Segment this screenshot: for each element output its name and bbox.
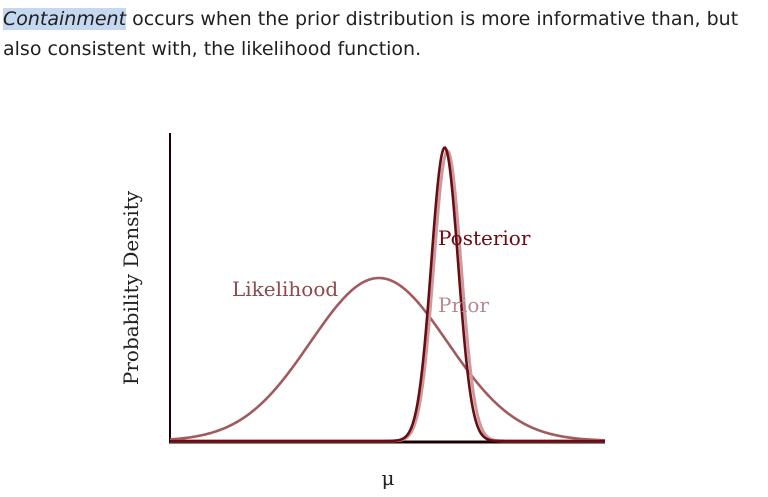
y-axis-label: Probability Density [119, 190, 143, 385]
highlighted-term[interactable]: Containment [3, 8, 127, 30]
description-text: occurs when the prior distribution is mo… [3, 8, 739, 60]
series-likelihood-curve [169, 276, 606, 442]
series-label-posterior: Posterior [438, 226, 531, 250]
x-axis-label: μ [382, 466, 395, 490]
series-posterior-curve [170, 146, 605, 443]
description-paragraph: Containment occurs when the prior distri… [3, 4, 765, 64]
series-label-prior: Prior [438, 293, 489, 317]
series-label-likelihood: Likelihood [232, 277, 338, 301]
